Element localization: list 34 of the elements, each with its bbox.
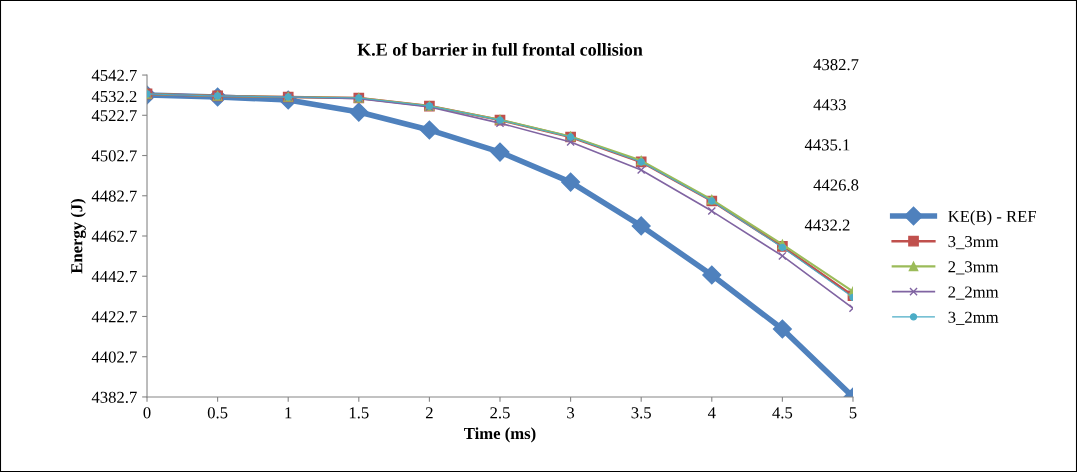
chart-title: K.E of barrier in full frontal collision xyxy=(357,42,643,56)
x-tick-label: 5 xyxy=(849,407,857,419)
x-tick-label: 1.5 xyxy=(349,407,369,419)
annotation: 4432.2 xyxy=(804,219,850,231)
y-tick-label: 4482.7 xyxy=(91,190,137,202)
x-tick-label: 2.5 xyxy=(490,407,510,419)
y-tick-label: 4402.7 xyxy=(91,351,137,363)
y-tick-label: 4462.7 xyxy=(91,230,137,243)
legend-label: 3_3mm xyxy=(948,236,999,250)
y-tick-label: 4542.7 xyxy=(91,69,137,82)
x-tick-label: 4.5 xyxy=(772,407,793,419)
y-axis-title: Energy (J) xyxy=(70,199,86,274)
legend-label: 3_2mm xyxy=(948,311,999,325)
x-tick-label: 0.5 xyxy=(207,407,228,419)
y-tick-label: 4532.2 xyxy=(91,90,137,103)
x-axis-title: Time (ms) xyxy=(464,427,536,443)
annotation: 4426.8 xyxy=(813,179,859,191)
annotation: 4435.1 xyxy=(804,139,850,151)
legend-label: 2_3mm xyxy=(948,261,999,275)
x-tick-label: 4 xyxy=(707,407,716,419)
y-tick-label: 4422.7 xyxy=(91,311,137,323)
x-tick-label: 1 xyxy=(285,407,292,419)
y-tick-label: 4382.7 xyxy=(91,391,137,403)
legend-label: 2_2mm xyxy=(948,286,999,300)
text: 4382.7 xyxy=(813,59,859,71)
y-tick-label: 4502.7 xyxy=(91,150,137,162)
legend-label: KE(B) - REF xyxy=(948,210,1036,226)
x-tick-label: 3 xyxy=(567,407,575,419)
y-tick-label: 4522.7 xyxy=(91,110,137,122)
x-tick-label: 2 xyxy=(425,407,433,419)
x-tick-label: 3.5 xyxy=(631,407,651,419)
annotation: 4433 xyxy=(813,99,846,111)
x-tick-label: 0 xyxy=(143,407,151,419)
y-tick-label: 4442.7 xyxy=(91,270,137,283)
